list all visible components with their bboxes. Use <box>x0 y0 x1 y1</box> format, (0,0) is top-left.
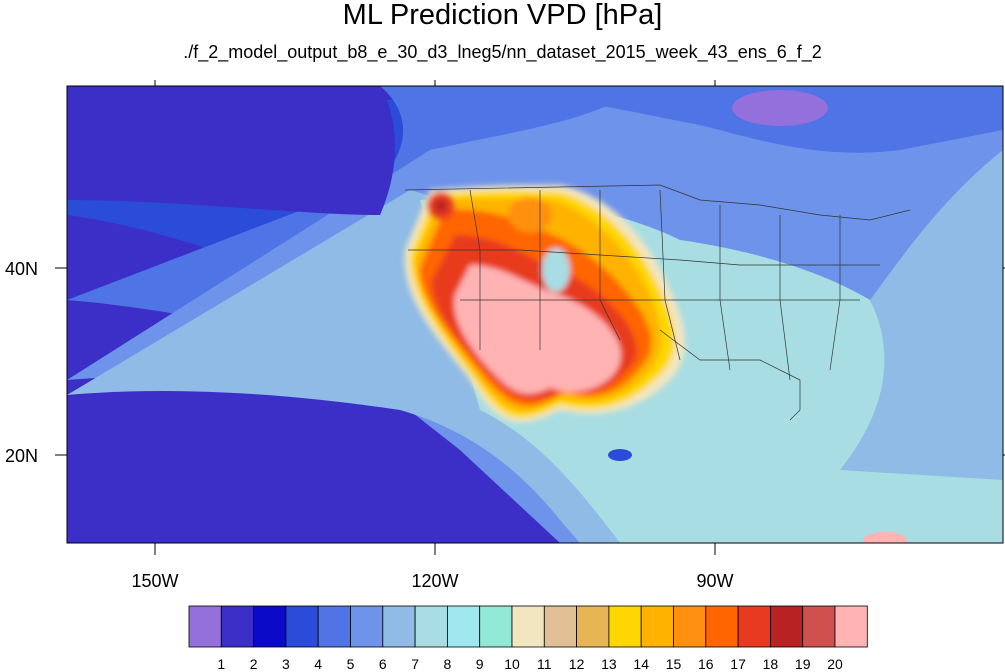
colorbar-swatch <box>737 605 771 648</box>
lat-label-40n: 40N <box>5 259 38 279</box>
north-band <box>430 86 1003 153</box>
north-purple-patch <box>732 90 828 126</box>
colorbar-label: 15 <box>666 656 682 672</box>
colorbar-label: 10 <box>504 656 520 672</box>
colorbar-swatch <box>640 605 674 648</box>
colorbar-label: 13 <box>601 656 617 672</box>
colorbar-label: 5 <box>347 656 355 672</box>
colorbar-swatch <box>317 605 351 648</box>
colorbar-label: 7 <box>411 656 419 672</box>
colorbar-swatch <box>673 605 707 648</box>
axis-ticks <box>55 80 1005 555</box>
colorbar-swatch <box>770 605 804 648</box>
borders <box>404 184 911 421</box>
colorbar-swatch <box>188 605 222 648</box>
lon-label-120w: 120W <box>411 571 458 591</box>
lon-label-90w: 90W <box>696 571 733 591</box>
colorbar-label: 14 <box>633 656 649 672</box>
colorbar-label: 17 <box>730 656 746 672</box>
colorbar-swatch <box>576 605 610 648</box>
colorbar-label: 11 <box>537 656 552 672</box>
colorbar-swatch <box>479 605 513 648</box>
colorbar-label: 9 <box>476 656 484 672</box>
colorbar-label: 3 <box>282 656 290 672</box>
colorbar-label: 20 <box>827 656 843 672</box>
colorbar-label: 1 <box>217 656 225 672</box>
plot-frame <box>66 85 1004 544</box>
map-subtitle: ./f_2_model_output_b8_e_30_d3_lneg5/nn_d… <box>183 42 822 62</box>
colorbar-swatch <box>285 605 319 648</box>
map-title: ML Prediction VPD [hPa] <box>342 0 663 31</box>
colorbar-swatch <box>802 605 836 648</box>
colorbar-swatch <box>220 605 255 648</box>
lon-label-150w: 150W <box>131 571 178 591</box>
colorbar-label: 6 <box>379 656 387 672</box>
colorbar-swatch <box>543 605 577 648</box>
map-field <box>67 86 1003 543</box>
colorbar-swatch <box>834 605 868 648</box>
colorbar-swatch <box>350 605 384 648</box>
colorbar: 1 2 3 4 5 6 7 8 9 10 11 12 13 14 15 16 17 18 19 20 <box>188 605 868 672</box>
colorbar-label: 8 <box>444 656 452 672</box>
lat-label-20n: 20N <box>5 446 38 466</box>
colorbar-swatch <box>382 605 416 648</box>
colorbar-swatch <box>253 605 287 648</box>
colorbar-label: 18 <box>763 656 779 672</box>
hot-region <box>404 185 685 423</box>
colorbar-swatch <box>608 605 642 648</box>
colorbar-swatch <box>414 605 448 648</box>
colorbar-label: 12 <box>569 656 585 672</box>
colorbar-swatch <box>446 605 481 648</box>
colorbar-label: 16 <box>698 656 714 672</box>
colorbar-label: 2 <box>250 656 258 672</box>
colorbar-swatch <box>511 605 545 648</box>
colorbar-label: 4 <box>314 656 322 672</box>
colorbar-label: 19 <box>795 656 811 672</box>
colorbar-swatch <box>705 605 739 648</box>
